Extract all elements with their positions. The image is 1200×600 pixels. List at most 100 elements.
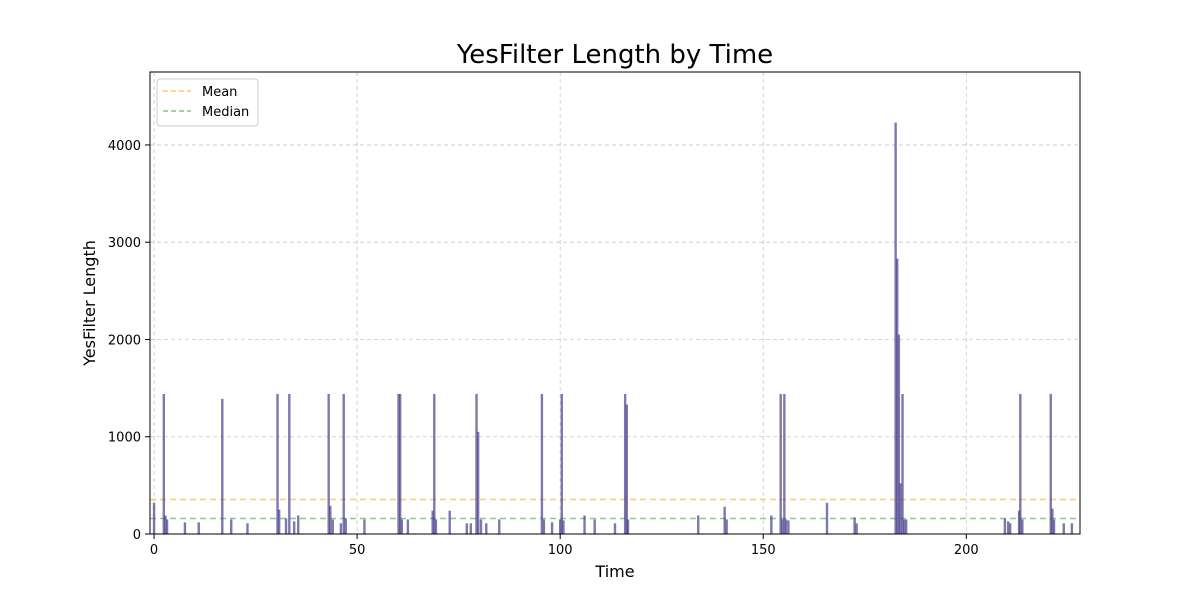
legend: Mean Median <box>156 78 259 127</box>
legend-mean-label: Mean <box>202 85 237 100</box>
bar <box>626 519 630 534</box>
bar <box>899 483 902 534</box>
bar <box>397 393 400 534</box>
bar <box>344 518 347 534</box>
x-tick-label: 50 <box>349 543 366 558</box>
bar <box>625 404 628 534</box>
bar <box>784 519 788 534</box>
bar <box>164 515 167 534</box>
bar <box>339 523 343 534</box>
bar <box>897 334 901 534</box>
bar <box>1049 393 1052 534</box>
x-axis-label: Time <box>594 562 634 581</box>
bar <box>406 519 410 534</box>
bar <box>1003 518 1007 534</box>
bar <box>183 522 187 534</box>
bar <box>1051 508 1054 534</box>
bar <box>1008 523 1012 534</box>
bar <box>284 518 288 534</box>
bar <box>165 519 169 534</box>
bar <box>479 519 483 534</box>
x-tick-label: 100 <box>548 543 573 558</box>
bar <box>329 505 332 534</box>
bar <box>904 519 908 534</box>
bar <box>902 519 906 534</box>
bar <box>342 393 345 534</box>
bar <box>162 393 166 534</box>
bar <box>894 122 897 534</box>
bar <box>197 522 200 534</box>
bar <box>1062 523 1065 534</box>
bar <box>448 510 451 534</box>
x-tick-label: 200 <box>954 543 979 558</box>
bar <box>562 520 565 534</box>
bar <box>542 519 546 534</box>
bar <box>1021 519 1024 534</box>
bar <box>327 393 330 534</box>
bar <box>558 519 562 534</box>
bar <box>398 393 402 534</box>
y-axis-label: YesFilter Length <box>80 240 99 367</box>
x-tick-label: 0 <box>150 543 158 558</box>
y-tick-label: 0 <box>133 528 141 543</box>
bar <box>465 523 468 534</box>
legend-median-label: Median <box>202 105 249 120</box>
bar <box>550 522 554 534</box>
bar <box>476 431 480 534</box>
y-tick-label: 4000 <box>108 139 141 154</box>
bar <box>1019 393 1022 534</box>
bar <box>896 258 899 534</box>
bar <box>1052 519 1056 534</box>
bar <box>613 523 617 534</box>
bar <box>498 519 501 534</box>
bar <box>433 393 436 534</box>
bar <box>623 393 627 534</box>
bar <box>697 515 700 534</box>
bar <box>485 523 488 534</box>
bar <box>855 523 858 534</box>
bar <box>770 515 773 534</box>
bar <box>540 393 544 534</box>
bar <box>853 517 856 534</box>
bar <box>288 393 291 534</box>
bar <box>583 515 586 534</box>
bar <box>781 519 784 534</box>
bar <box>363 519 366 534</box>
bar <box>400 519 403 534</box>
bar <box>787 520 790 534</box>
bar <box>276 393 279 534</box>
bar <box>593 519 596 534</box>
bar <box>825 502 829 534</box>
bar <box>469 523 473 534</box>
bars <box>152 122 1074 534</box>
bar <box>297 515 300 534</box>
x-ticks: 0 50 100 150 200 <box>150 534 979 558</box>
bar <box>1006 521 1010 534</box>
bar <box>277 509 281 534</box>
bar <box>1070 523 1074 534</box>
bar <box>779 393 782 534</box>
bar <box>152 502 156 534</box>
bar <box>560 393 563 534</box>
bar <box>221 398 224 534</box>
bar <box>292 521 296 534</box>
y-tick-label: 2000 <box>108 333 141 348</box>
y-tick-label: 3000 <box>108 236 141 251</box>
chart-title: YesFilter Length by Time <box>456 40 773 70</box>
bar <box>431 510 434 534</box>
y-tick-label: 1000 <box>108 431 141 446</box>
bar <box>1017 510 1021 534</box>
plot-frame <box>149 71 1081 535</box>
bar <box>725 519 728 534</box>
bar <box>723 506 726 534</box>
bar <box>230 519 233 534</box>
y-ticks: 0 1000 2000 3000 4000 <box>108 139 150 543</box>
bar <box>901 393 904 534</box>
bar <box>434 519 438 534</box>
bar <box>783 393 786 534</box>
bar <box>331 519 334 534</box>
bar <box>246 523 249 534</box>
bar <box>475 393 478 534</box>
reference-lines <box>150 498 1080 520</box>
